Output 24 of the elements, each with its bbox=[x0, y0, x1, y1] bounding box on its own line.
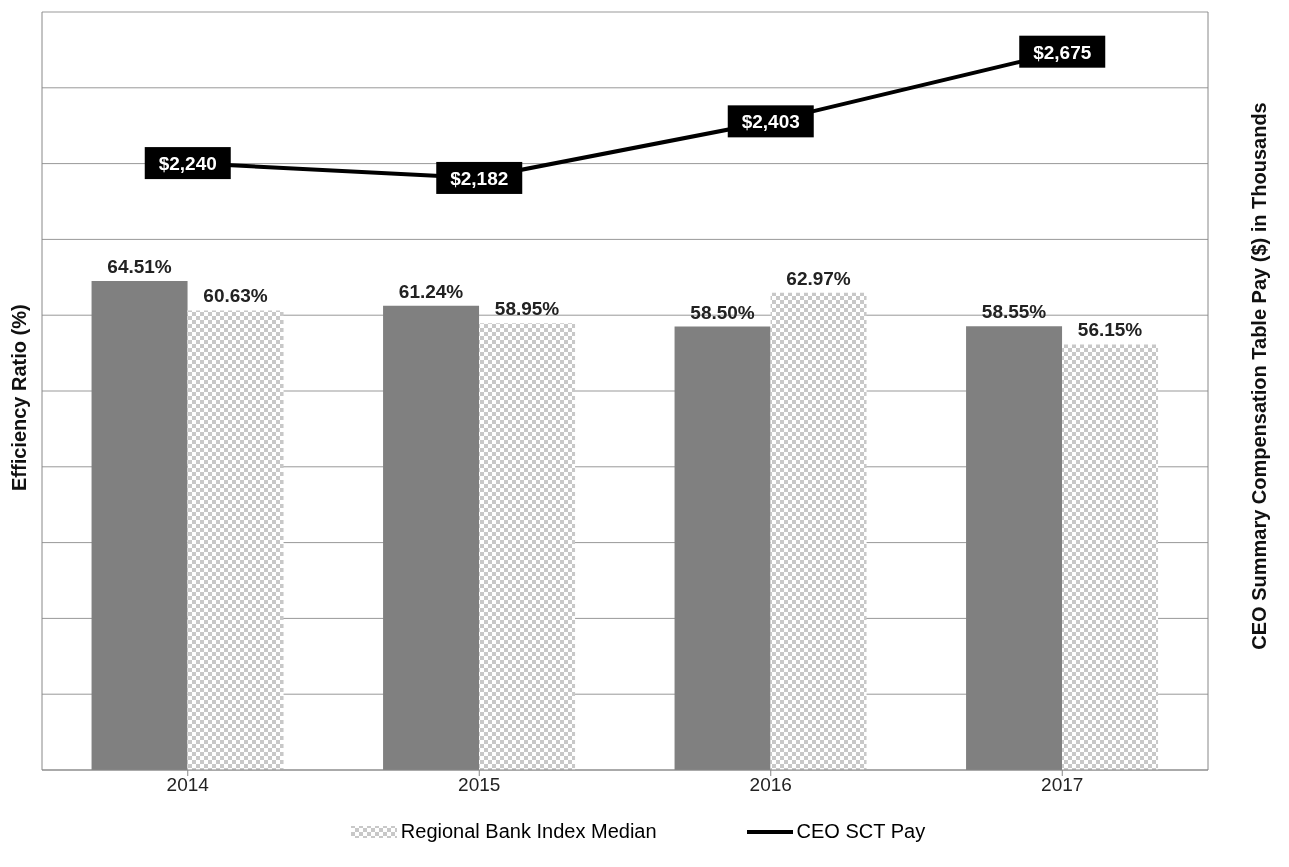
data-label: 64.51% bbox=[107, 256, 172, 278]
data-label: 58.55% bbox=[981, 301, 1047, 323]
bar bbox=[479, 323, 576, 770]
data-label: 61.24% bbox=[398, 280, 464, 302]
data-label: 62.97% bbox=[786, 267, 851, 289]
data-label: $2,403 bbox=[741, 111, 800, 133]
legend-label: Regional Bank Index Median bbox=[399, 820, 657, 843]
bar bbox=[187, 310, 284, 770]
x-tick-label: 2014 bbox=[166, 774, 210, 796]
legend-label: CEO SCT Pay bbox=[795, 820, 926, 843]
y-axis-title: Efficiency Ratio (%) bbox=[8, 304, 31, 491]
y2-axis-title: CEO Summary Compensation Table Pay ($) in Thousands bbox=[1248, 102, 1271, 650]
data-label: $2,240 bbox=[158, 153, 217, 175]
x-tick-label: 2017 bbox=[1041, 774, 1084, 796]
bar bbox=[770, 292, 867, 770]
x-tick-label: 2016 bbox=[749, 774, 792, 796]
data-label: $2,675 bbox=[1033, 41, 1092, 63]
data-label: 58.95% bbox=[494, 298, 560, 320]
data-label: 58.50% bbox=[690, 301, 755, 323]
x-tick-label: 2015 bbox=[458, 774, 501, 796]
data-label: 60.63% bbox=[203, 285, 268, 307]
data-label: $2,182 bbox=[450, 167, 509, 189]
bar bbox=[1062, 344, 1159, 770]
data-label: 56.15% bbox=[1077, 319, 1143, 341]
